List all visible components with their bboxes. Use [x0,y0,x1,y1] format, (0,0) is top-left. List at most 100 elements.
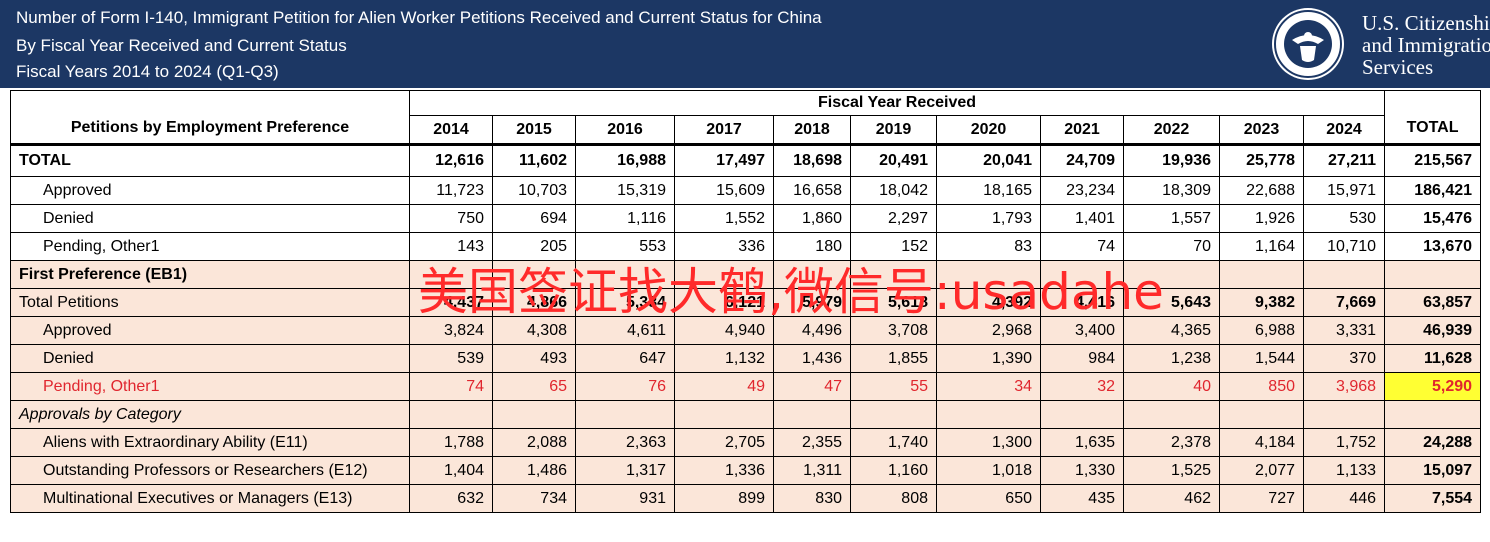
value-cell: 3,331 [1302,316,1386,345]
value-cell [575,260,675,289]
value-cell [1302,400,1386,429]
value-cell: 1,238 [1123,344,1220,373]
value-cell: 1,752 [1302,428,1386,457]
value-cell: 1,557 [1123,204,1220,233]
value-cell: 1,390 [936,344,1041,373]
value-cell: 632 [409,484,493,513]
value-cell: 984 [1040,344,1124,373]
table-row: Denied 539 493 647 1,132 1,436 1,855 1,390 984 1,… [10,344,1482,373]
value-cell: 808 [850,484,937,513]
row-label: Aliens with Extraordinary Ability (E11) [10,428,410,457]
value-cell [1219,400,1304,429]
value-cell: 70 [1123,232,1220,261]
year-header-2019: 2019 [850,115,937,145]
value-cell: 694 [492,204,576,233]
value-cell: 1,132 [674,344,774,373]
row-total-cell: 24,288 [1384,428,1482,457]
value-cell: 530 [1302,204,1386,233]
value-cell: 435 [1040,484,1124,513]
value-cell: 83 [936,232,1041,261]
value-cell: 76 [575,372,675,401]
value-cell: 16,658 [773,176,851,205]
table-body: TOTAL 12,616 11,602 16,988 17,497 18,698 20,49… [10,143,1482,513]
value-cell: 4,940 [674,316,774,345]
value-cell: 5,618 [850,288,937,317]
value-cell: 336 [674,232,774,261]
report-subtitle: By Fiscal Year Received and Current Stat… [16,36,347,55]
table-row: First Preference (EB1) [10,260,1482,289]
year-header-row: 2014 2015 2016 2017 2018 2019 2020 2021 2022 2023… [11,115,1481,145]
year-header-2018: 2018 [773,115,851,145]
value-cell: 2,088 [492,428,576,457]
row-label: Multinational Executives or Managers (E1… [10,484,410,513]
value-cell: 7,669 [1302,288,1386,317]
value-cell: 650 [936,484,1041,513]
value-cell: 931 [575,484,675,513]
value-cell: 23,234 [1040,176,1124,205]
value-cell: 15,971 [1302,176,1386,205]
year-header-2014: 2014 [409,115,493,145]
value-cell: 4,437 [409,288,493,317]
value-cell: 1,317 [575,456,675,485]
value-cell: 4,611 [575,316,675,345]
value-cell: 4,365 [1123,316,1220,345]
row-total-cell: 15,476 [1384,204,1482,233]
table-row: Aliens with Extraordinary Ability (E11) 1… [10,428,1482,457]
value-cell: 18,309 [1123,176,1220,205]
value-cell [1040,260,1124,289]
report-header: Number of Form I-140, Immigrant Petition… [0,0,1490,88]
value-cell: 1,330 [1040,456,1124,485]
table-row: Approved 3,824 4,308 4,611 4,940 4,496 3,708 2,… [10,316,1482,345]
row-total-cell: 13,670 [1384,232,1482,261]
total-column-header: TOTAL [1384,90,1482,145]
value-cell: 180 [773,232,851,261]
report-period: Fiscal Years 2014 to 2024 (Q1-Q3) [16,62,279,81]
value-cell: 1,336 [674,456,774,485]
row-total-cell: 7,554 [1384,484,1482,513]
year-header-2024: 2024 [1302,115,1386,145]
value-cell: 4,184 [1219,428,1304,457]
value-cell [575,400,675,429]
value-cell: 27,211 [1302,143,1386,177]
table-row: Denied 750 694 1,116 1,552 1,860 2,297 1,793 1,4… [10,204,1482,233]
value-cell [674,260,774,289]
row-total-cell [1384,260,1482,289]
value-cell: 850 [1219,372,1304,401]
value-cell: 11,723 [409,176,493,205]
table-row: Approved 11,723 10,703 15,319 15,609 16,658 18… [10,176,1482,205]
value-cell: 65 [492,372,576,401]
row-label: Approvals by Category [10,400,410,429]
value-cell: 15,609 [674,176,774,205]
table-row: TOTAL 12,616 11,602 16,988 17,497 18,698 20,49… [10,143,1482,177]
value-cell: 1,436 [773,344,851,373]
value-cell: 152 [850,232,937,261]
value-cell: 3,708 [850,316,937,345]
value-cell: 4,392 [936,288,1041,317]
value-cell: 16,988 [575,143,675,177]
value-cell: 1,311 [773,456,851,485]
value-cell: 4,866 [492,288,576,317]
table-row: Total Petitions 4,437 4,866 5,334 6,121 5,979… [10,288,1482,317]
value-cell: 10,703 [492,176,576,205]
year-header-2021: 2021 [1040,115,1124,145]
value-cell: 899 [674,484,774,513]
row-label: Pending, Other1 [10,372,410,401]
value-cell [773,400,851,429]
value-cell [850,400,937,429]
year-header-2020: 2020 [936,115,1041,145]
year-header-2015: 2015 [492,115,576,145]
value-cell: 1,855 [850,344,937,373]
value-cell: 6,121 [674,288,774,317]
value-cell: 2,077 [1219,456,1304,485]
value-cell: 446 [1302,484,1386,513]
agency-line-1: U.S. Citizenship [1362,12,1490,35]
value-cell: 5,643 [1123,288,1220,317]
row-total-cell: 46,939 [1384,316,1482,345]
value-cell: 1,401 [1040,204,1124,233]
value-cell: 74 [409,372,493,401]
value-cell: 5,334 [575,288,675,317]
row-label: Outstanding Professors or Researchers (E… [10,456,410,485]
value-cell [773,260,851,289]
value-cell: 647 [575,344,675,373]
value-cell: 10,710 [1302,232,1386,261]
